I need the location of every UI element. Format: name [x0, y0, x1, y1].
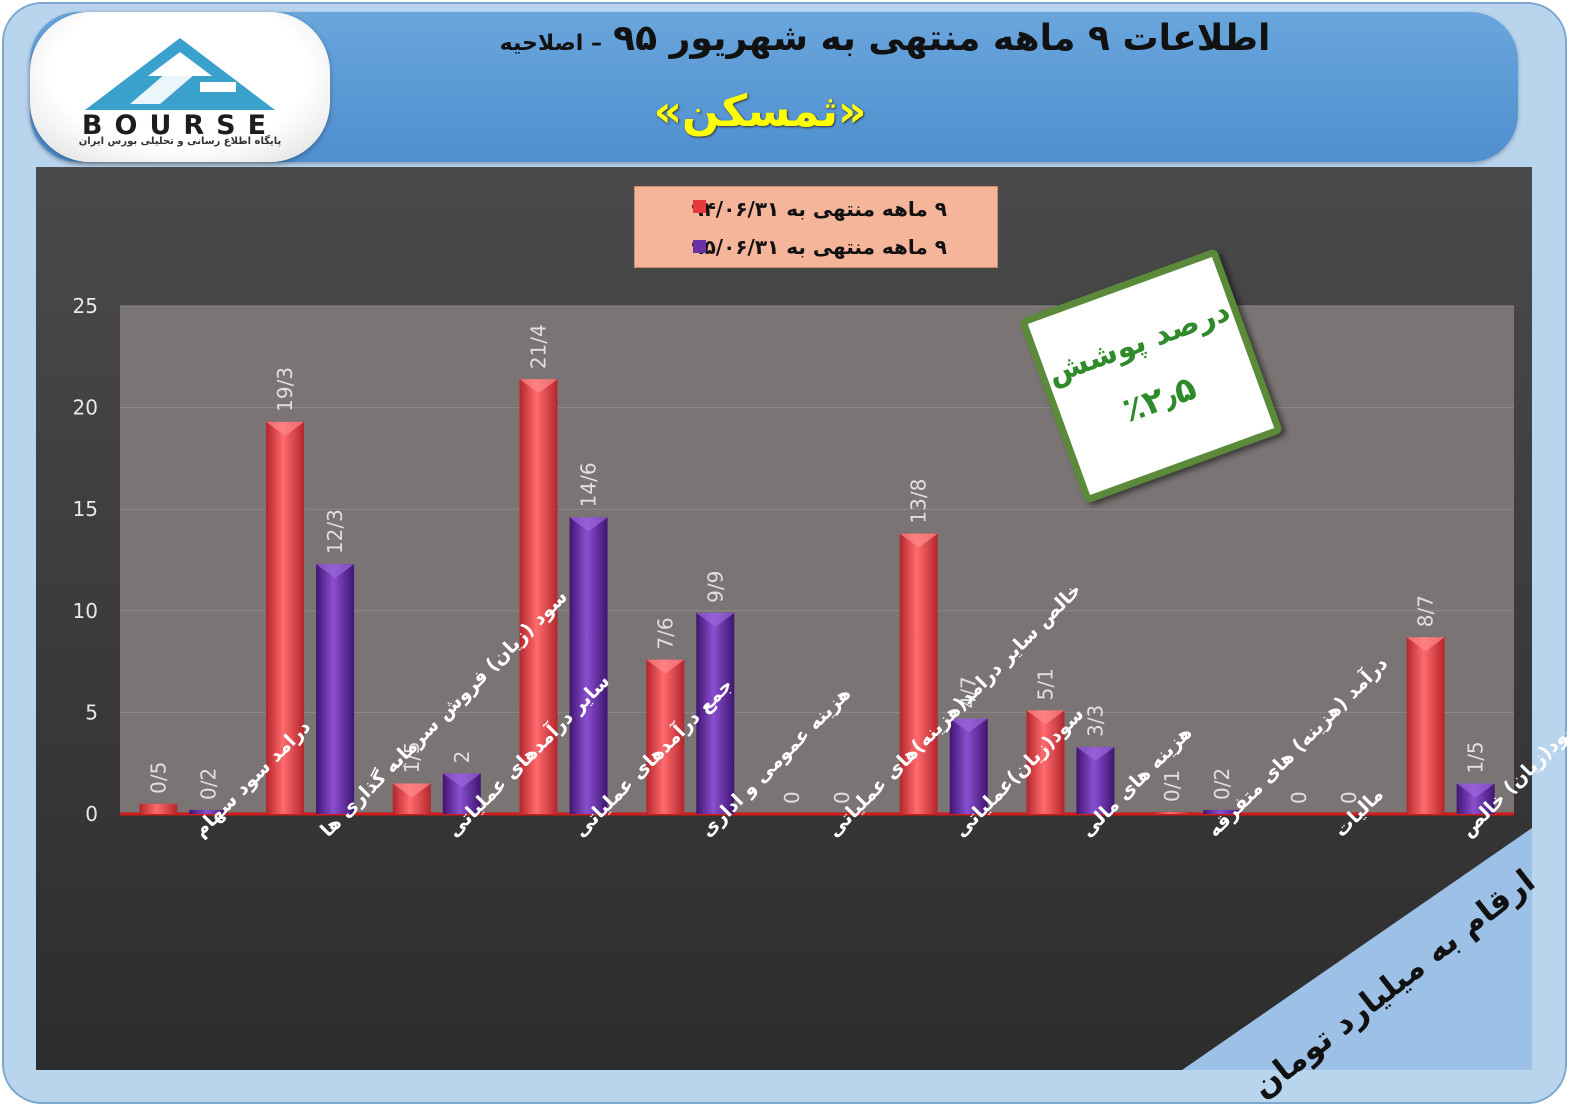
- bar-s1-10: [1406, 637, 1445, 814]
- data-label: 0/2: [196, 768, 220, 800]
- bourse-logo: BOURSE پایگاه اطلاع رسانی و تحلیلی بورس …: [30, 12, 330, 162]
- data-label: 12/3: [323, 509, 347, 554]
- bar-s1-0: [139, 803, 178, 814]
- logo-tagline: پایگاه اطلاع رسانی و تحلیلی بورس ایران: [78, 136, 282, 147]
- bar-cap: [1406, 637, 1445, 652]
- bar-cap: [519, 379, 558, 394]
- data-label: 3/3: [1083, 705, 1107, 737]
- bar-s2-8: [1203, 809, 1242, 814]
- bar-cap: [442, 773, 481, 788]
- y-tick-label: 0: [85, 802, 98, 826]
- bar-s2-4: [696, 612, 735, 814]
- bar-s1-8: [1153, 811, 1192, 814]
- bar-cap: [392, 783, 431, 798]
- data-label: 1/5: [1464, 741, 1488, 773]
- bar-s1-4: [646, 659, 685, 814]
- data-label: 0/2: [1210, 768, 1234, 800]
- data-label: 0: [830, 791, 854, 804]
- data-label: 9/9: [703, 571, 727, 603]
- bar-cap: [949, 718, 988, 733]
- data-label: 0: [1337, 791, 1361, 804]
- title-suffix: – اصلاحیه: [499, 31, 602, 56]
- data-label: 21/4: [527, 324, 551, 369]
- legend-item-series2: ۹ ماهه منتهی به ۹۵/۰۶/۳۱: [691, 235, 947, 265]
- bar-s1-6: [899, 533, 938, 814]
- data-label: 0/1: [1160, 770, 1184, 802]
- data-label: 5/1: [1033, 668, 1057, 700]
- legend-label-series1: ۹ ماهه منتهی به ۹۴/۰۶/۳۱: [691, 197, 947, 221]
- bar-cap: [646, 659, 685, 674]
- bar-s2-1: [316, 564, 355, 814]
- bar-s1-1: [266, 421, 305, 814]
- data-label: 2: [450, 751, 474, 764]
- bar-cap: [1456, 783, 1495, 798]
- title-text: اطلاعات ۹ ماهه منتهی به شهریور ۹۵: [613, 18, 1271, 59]
- bar-s2-6: [949, 718, 988, 814]
- legend-item-series1: ۹ ماهه منتهی به ۹۴/۰۶/۳۱: [691, 197, 947, 227]
- y-tick-label: 25: [73, 294, 98, 318]
- legend-label-series2: ۹ ماهه منتهی به ۹۵/۰۶/۳۱: [691, 235, 947, 259]
- y-tick-label: 10: [73, 599, 98, 623]
- data-label: 0: [780, 791, 804, 804]
- y-tick-label: 20: [73, 396, 98, 420]
- note-banner: [1182, 828, 1532, 1070]
- company-name: «ثمسکن»: [653, 86, 867, 137]
- data-label: 1/5: [400, 741, 424, 773]
- bar-s1-3: [519, 379, 558, 814]
- data-label: 14/6: [577, 462, 601, 507]
- bar-s1-7: [1026, 710, 1065, 814]
- legend-swatch-series1: [693, 200, 706, 213]
- bar-cap: [899, 533, 938, 548]
- bar-cap: [1026, 710, 1065, 725]
- logo-wordmark: BOURSE: [81, 110, 279, 141]
- bar-cap: [696, 612, 735, 627]
- page-title: اطلاعات ۹ ماهه منتهی به شهریور ۹۵ – اصلا…: [360, 18, 1410, 59]
- data-label: 4/7: [957, 676, 981, 708]
- y-tick-label: 15: [73, 497, 98, 521]
- bar-cap: [1076, 746, 1115, 761]
- bar-cap: [266, 421, 305, 436]
- bar-s2-3: [569, 517, 608, 814]
- data-label: 19/3: [273, 367, 297, 412]
- bar-s2-0: [189, 809, 228, 814]
- bar-cap: [569, 517, 608, 532]
- data-label: 0: [1287, 791, 1311, 804]
- chart-legend: ۹ ماهه منتهی به ۹۴/۰۶/۳۱ ۹ ماهه منتهی به…: [634, 186, 998, 268]
- y-tick-label: 5: [85, 700, 98, 724]
- data-label: 7/6: [653, 617, 677, 649]
- bar-cap: [316, 564, 355, 579]
- logo-mark-icon: [85, 38, 275, 110]
- legend-swatch-series2: [693, 240, 706, 253]
- data-label: 8/7: [1414, 595, 1438, 627]
- data-label: 0/5: [146, 762, 170, 794]
- data-label: 13/8: [907, 479, 931, 524]
